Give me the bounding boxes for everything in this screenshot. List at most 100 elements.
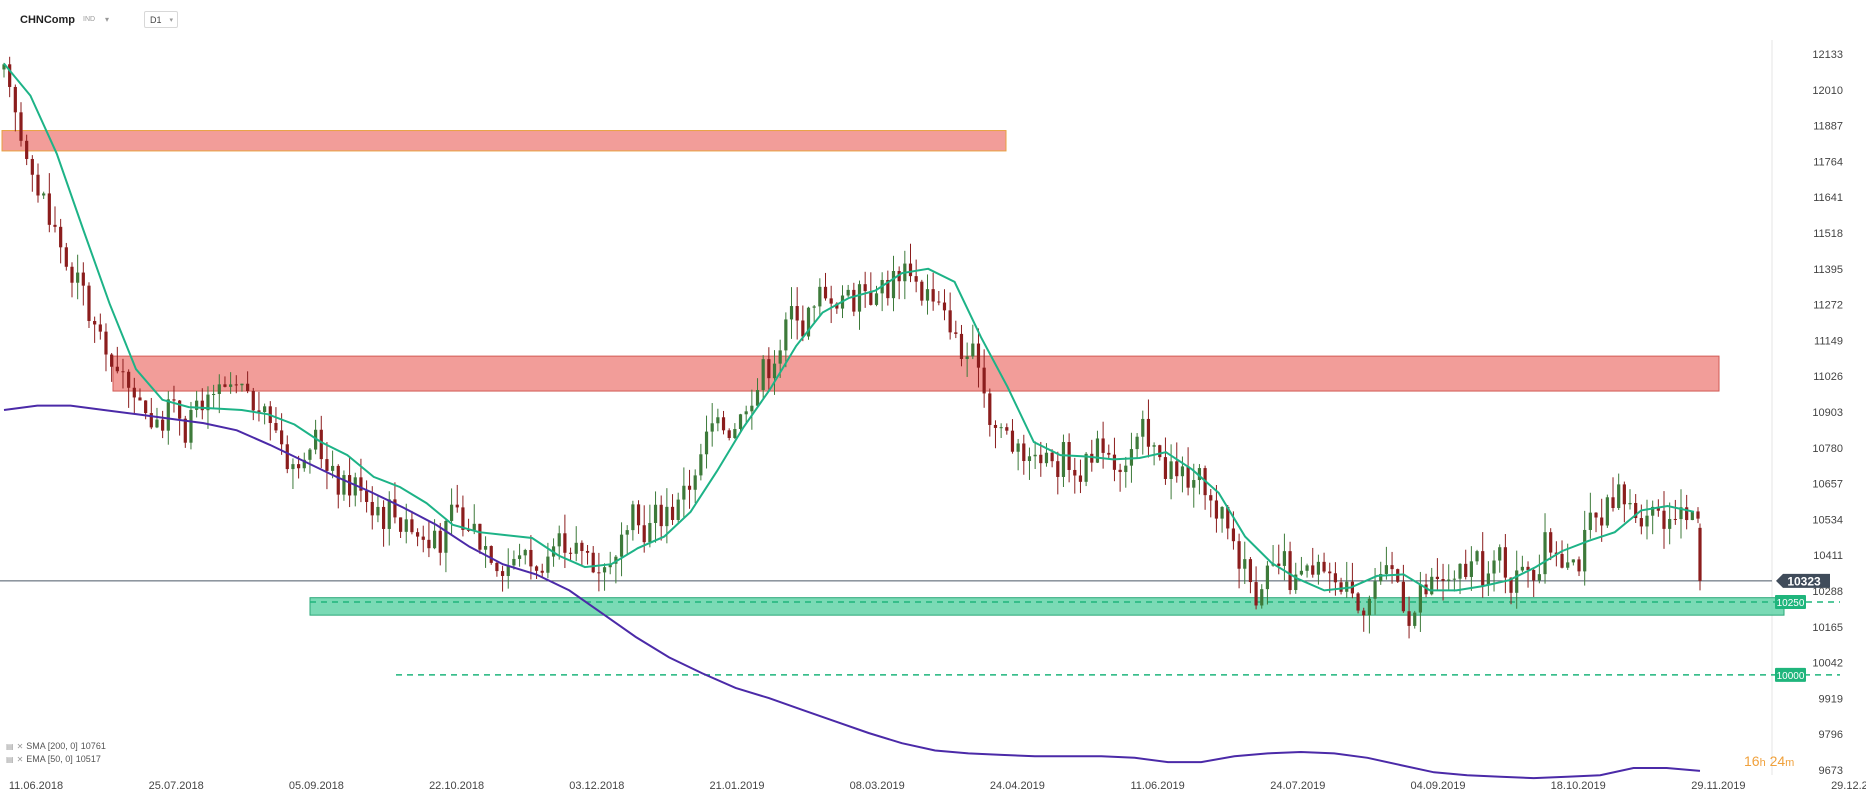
candle-body	[500, 571, 505, 576]
x-tick-label: 03.12.2018	[569, 780, 624, 792]
y-tick-label: 10411	[1813, 550, 1843, 562]
candle-body	[1690, 511, 1694, 521]
candle-body	[891, 271, 896, 299]
candle-body	[1316, 561, 1321, 575]
y-tick-label: 10903	[1812, 407, 1843, 419]
close-icon[interactable]: ✕	[16, 755, 24, 764]
candle-body	[376, 506, 380, 516]
candle-body	[1356, 593, 1360, 611]
candle-body	[1407, 611, 1411, 626]
candle-body	[1277, 563, 1281, 566]
candle-body	[1061, 442, 1066, 477]
candle-body	[1226, 506, 1230, 529]
candle-body	[1175, 461, 1179, 477]
candle-body	[886, 279, 890, 299]
candle-body	[1311, 565, 1315, 575]
candle-body	[302, 459, 306, 469]
candle-body	[1481, 551, 1485, 586]
candle-body	[1537, 574, 1541, 581]
candle-body	[625, 530, 629, 535]
y-tick-label: 12133	[1812, 49, 1843, 61]
x-tick-label: 24.07.2019	[1270, 780, 1325, 792]
candle-body	[784, 319, 788, 351]
countdown-minutes: 24	[1769, 753, 1786, 769]
candle-body	[648, 522, 652, 543]
candle-body	[653, 504, 658, 523]
candle-body	[393, 499, 397, 518]
candle-body	[1016, 443, 1020, 452]
candle-body	[421, 536, 425, 540]
x-tick-label: 05.09.2018	[289, 780, 344, 792]
chevron-down-icon[interactable]: ▾	[105, 15, 110, 24]
timeframe-select[interactable]: D1 ▾	[144, 11, 178, 28]
candle-body	[1158, 445, 1162, 458]
candle-body	[455, 504, 459, 508]
candle-body	[2, 64, 6, 70]
candle-body	[1050, 452, 1054, 462]
symbol-name[interactable]: CHNComp	[20, 14, 75, 26]
candle-body	[427, 539, 431, 549]
candle-body	[506, 565, 510, 576]
settings-icon[interactable]: ▤	[6, 755, 14, 764]
candle-body	[1611, 497, 1615, 509]
candle-body	[1209, 495, 1213, 501]
candle-body	[852, 289, 856, 312]
candle-body	[183, 418, 187, 443]
level-value: 10250	[1777, 598, 1805, 609]
candle-body	[512, 558, 516, 566]
candle-body	[466, 529, 471, 531]
candle-body	[976, 343, 981, 368]
level-label-10000: 10000	[1775, 667, 1806, 682]
candle-body	[1379, 573, 1383, 582]
candle-body	[1486, 573, 1490, 586]
candle-body	[444, 520, 448, 553]
candle-body	[1651, 506, 1655, 516]
y-tick-label: 11518	[1813, 228, 1843, 240]
candle-body	[1373, 581, 1377, 599]
candle-body	[1095, 438, 1100, 463]
candle-body	[1186, 466, 1190, 488]
candle-body	[608, 563, 612, 568]
candle-body	[857, 284, 862, 312]
candle-body	[1452, 578, 1456, 580]
candle-body	[619, 534, 624, 557]
candle-body	[308, 449, 312, 460]
x-tick-label: 11.06.2019	[1130, 780, 1184, 792]
candle-body	[166, 399, 170, 431]
resistance-zone	[1, 130, 1007, 152]
candle-body	[778, 350, 782, 364]
candle-body	[1696, 511, 1700, 519]
close-icon[interactable]: ✕	[16, 742, 24, 751]
candle-body	[863, 284, 867, 292]
series-line-ema	[3, 62, 1695, 592]
candle-body	[47, 193, 51, 225]
candle-body	[1520, 566, 1524, 571]
candle-body	[223, 384, 227, 387]
candle-body	[659, 504, 663, 527]
settings-icon[interactable]: ▤	[6, 742, 14, 751]
candle-body	[1146, 418, 1151, 447]
candle-body	[812, 306, 816, 308]
candle-body	[1673, 518, 1677, 520]
candle-body	[670, 506, 675, 520]
candle-body	[257, 410, 261, 412]
candle-body	[30, 158, 34, 175]
candle-body	[721, 417, 726, 431]
candle-body	[359, 477, 363, 491]
candle-body	[64, 247, 68, 267]
candle-body	[189, 409, 193, 443]
candle-body	[1583, 529, 1587, 572]
candle-body	[1662, 510, 1666, 529]
candle-body	[1628, 502, 1632, 505]
candle-body	[738, 414, 743, 430]
candle-body	[495, 562, 499, 572]
level-label-10250: 10250	[1775, 595, 1806, 610]
candle-body	[206, 394, 210, 411]
chart-header: CHNComp IND ▾ D1 ▾	[0, 0, 1866, 36]
x-tick-label: 11.06.2018	[9, 780, 63, 792]
candle-body	[364, 490, 369, 502]
candle-body	[70, 266, 74, 283]
candle-body	[1401, 581, 1405, 612]
current-price-label: 10323	[1776, 573, 1830, 588]
